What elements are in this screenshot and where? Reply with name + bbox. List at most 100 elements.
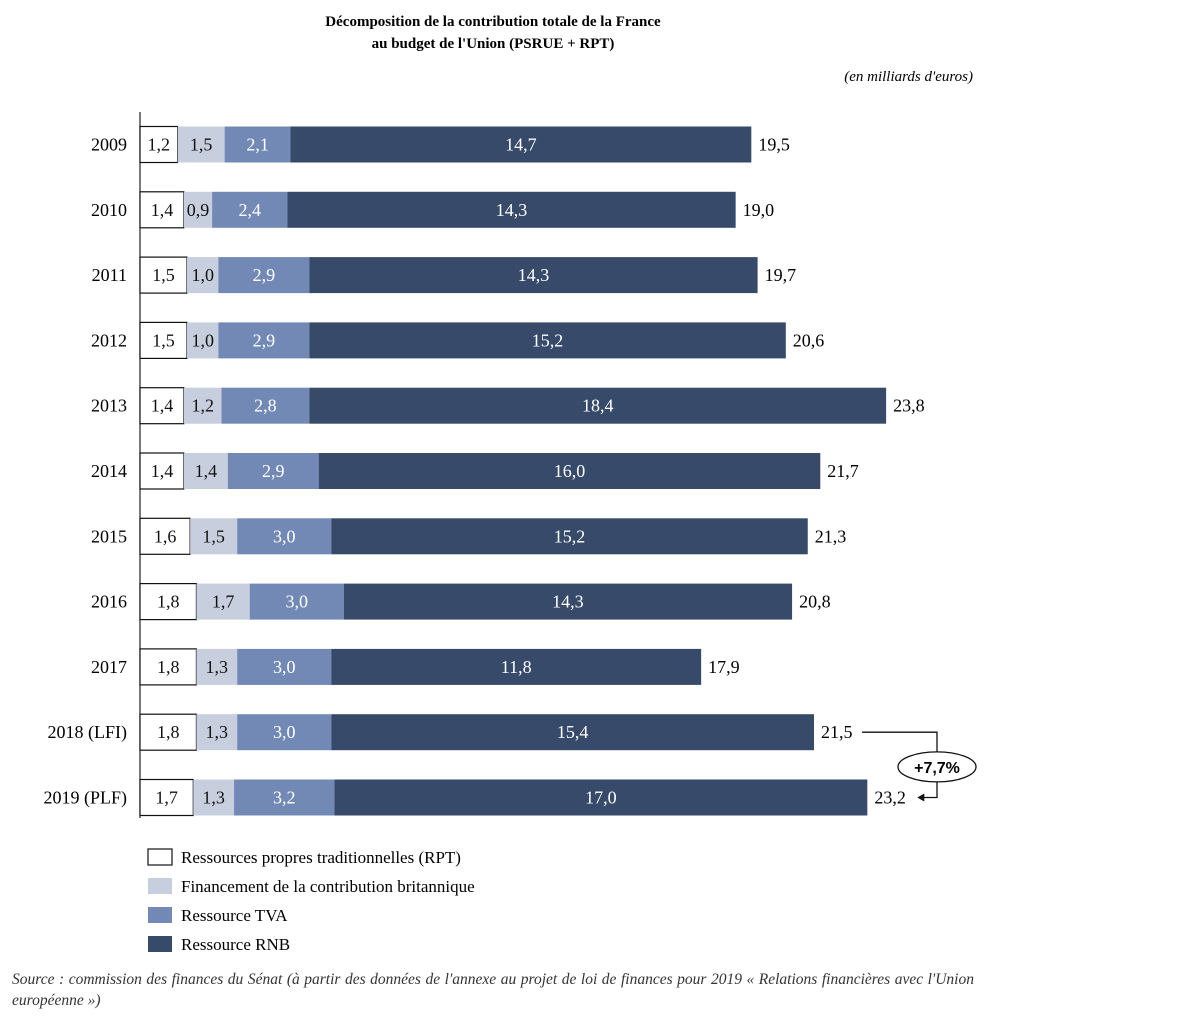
segment-label: 1,4 bbox=[151, 200, 174, 220]
segment-label: 1,4 bbox=[151, 396, 174, 416]
bar-segment bbox=[212, 191, 288, 228]
total-label: 21,5 bbox=[821, 722, 853, 742]
segment-label: 2,4 bbox=[238, 200, 261, 220]
segment-label: 2,8 bbox=[254, 396, 277, 416]
bar-segment bbox=[187, 257, 219, 294]
legend-swatch bbox=[148, 936, 172, 952]
bar-segment bbox=[331, 518, 808, 555]
bar-segment bbox=[183, 387, 222, 424]
year-label: 2011 bbox=[92, 265, 127, 285]
segment-label: 1,2 bbox=[191, 396, 214, 416]
year-label: 2019 (PLF) bbox=[43, 788, 127, 809]
segment-label: 15,2 bbox=[554, 526, 586, 546]
bar-segment bbox=[331, 648, 702, 685]
bar-segment bbox=[187, 322, 219, 359]
segment-label: 1,2 bbox=[148, 135, 171, 155]
annotation-bubble bbox=[897, 751, 977, 783]
year-label: 2013 bbox=[91, 396, 127, 416]
legend-label: Ressources propres traditionnelles (RPT) bbox=[181, 848, 461, 867]
segment-label: 1,8 bbox=[157, 657, 180, 677]
bar-segment bbox=[224, 126, 291, 163]
bar-segment bbox=[318, 453, 821, 489]
segment-label: 2,1 bbox=[246, 135, 269, 155]
total-label: 21,7 bbox=[827, 461, 859, 481]
total-label: 20,6 bbox=[793, 330, 825, 350]
segment-label: 16,0 bbox=[554, 461, 586, 481]
bar-segment bbox=[139, 517, 191, 555]
annotation-arrowhead bbox=[917, 793, 925, 802]
legend-swatch bbox=[147, 848, 173, 866]
segment-label: 1,5 bbox=[152, 330, 175, 350]
bar-segment bbox=[227, 453, 319, 489]
segment-label: 1,5 bbox=[202, 526, 225, 546]
bar-segment bbox=[183, 453, 228, 489]
year-label: 2012 bbox=[91, 330, 127, 350]
year-label: 2016 bbox=[91, 592, 127, 612]
legend-swatch bbox=[148, 878, 172, 894]
segment-label: 1,6 bbox=[154, 526, 177, 546]
segment-label: 1,0 bbox=[191, 330, 214, 350]
bar-segment bbox=[218, 257, 310, 294]
bar-segment bbox=[196, 714, 238, 751]
segment-label: 3,2 bbox=[273, 788, 296, 808]
bar-segment bbox=[183, 191, 213, 228]
segment-label: 14,3 bbox=[518, 265, 550, 285]
segment-label: 1,3 bbox=[206, 722, 229, 742]
bar-segment bbox=[290, 126, 752, 163]
stacked-bar-chart: Décomposition de la contribution totale … bbox=[43, 14, 977, 954]
legend-label: Financement de la contribution britanniq… bbox=[181, 877, 475, 896]
segment-label: 3,0 bbox=[273, 722, 296, 742]
segment-label: 15,4 bbox=[557, 722, 589, 742]
bar-segment bbox=[218, 322, 310, 359]
total-label: 19,0 bbox=[743, 200, 775, 220]
bar-segment bbox=[287, 191, 736, 228]
bar-segment bbox=[139, 191, 185, 229]
total-label: 21,3 bbox=[815, 526, 847, 546]
bar-segment bbox=[196, 648, 238, 685]
total-label: 20,8 bbox=[799, 592, 831, 612]
year-label: 2010 bbox=[91, 200, 127, 220]
legend-label: Ressource TVA bbox=[181, 906, 288, 925]
bar-segment bbox=[309, 387, 887, 424]
bar-segment bbox=[190, 518, 238, 555]
bar-segment bbox=[249, 583, 344, 620]
growth-annotation: +7,7% bbox=[862, 731, 977, 802]
legend-swatch bbox=[148, 907, 172, 923]
segment-label: 1,3 bbox=[206, 657, 229, 677]
chart-title-line2: au budget de l'Union (PSRUE + RPT) bbox=[372, 36, 615, 52]
segment-label: 14,7 bbox=[505, 135, 537, 155]
bar-segment bbox=[221, 387, 310, 424]
bar-segment bbox=[193, 779, 235, 816]
year-label: 2017 bbox=[91, 657, 127, 677]
bar-segment bbox=[139, 713, 198, 751]
total-label: 17,9 bbox=[708, 657, 740, 677]
year-label: 2014 bbox=[91, 461, 127, 481]
source-note: Source : commission des finances du Séna… bbox=[12, 971, 974, 1009]
bars-group: 2009 1,2 1,5 2,1 14,7 19,5 2010 1,4 0,9 2,4 14,3 19… bbox=[43, 125, 925, 817]
bar-segment bbox=[139, 256, 188, 294]
segment-label: 17,0 bbox=[585, 788, 617, 808]
segment-label: 1,4 bbox=[195, 461, 218, 481]
segment-label: 2,9 bbox=[262, 461, 285, 481]
bar-segment bbox=[139, 648, 198, 686]
segment-label: 2,9 bbox=[253, 265, 276, 285]
segment-label: 1,4 bbox=[151, 461, 174, 481]
segment-label: 1,5 bbox=[190, 135, 213, 155]
bar-segment bbox=[139, 321, 188, 359]
bar-segment bbox=[343, 583, 793, 620]
bar-segment bbox=[196, 583, 250, 620]
segment-label: 0,9 bbox=[187, 200, 210, 220]
unit-note: (en milliards d'euros) bbox=[844, 69, 973, 85]
year-label: 2015 bbox=[91, 526, 127, 546]
segment-label: 1,3 bbox=[202, 788, 225, 808]
segment-label: 14,3 bbox=[496, 200, 528, 220]
segment-label: 1,0 bbox=[191, 265, 214, 285]
total-label: 23,2 bbox=[874, 788, 906, 808]
segment-label: 1,7 bbox=[155, 788, 178, 808]
segment-label: 3,0 bbox=[273, 526, 296, 546]
segment-label: 15,2 bbox=[532, 330, 564, 350]
chart-title-line1: Décomposition de la contribution totale … bbox=[325, 14, 661, 30]
bar-segment bbox=[237, 518, 332, 555]
year-label: 2018 (LFI) bbox=[48, 722, 128, 743]
bar-segment bbox=[309, 257, 758, 294]
